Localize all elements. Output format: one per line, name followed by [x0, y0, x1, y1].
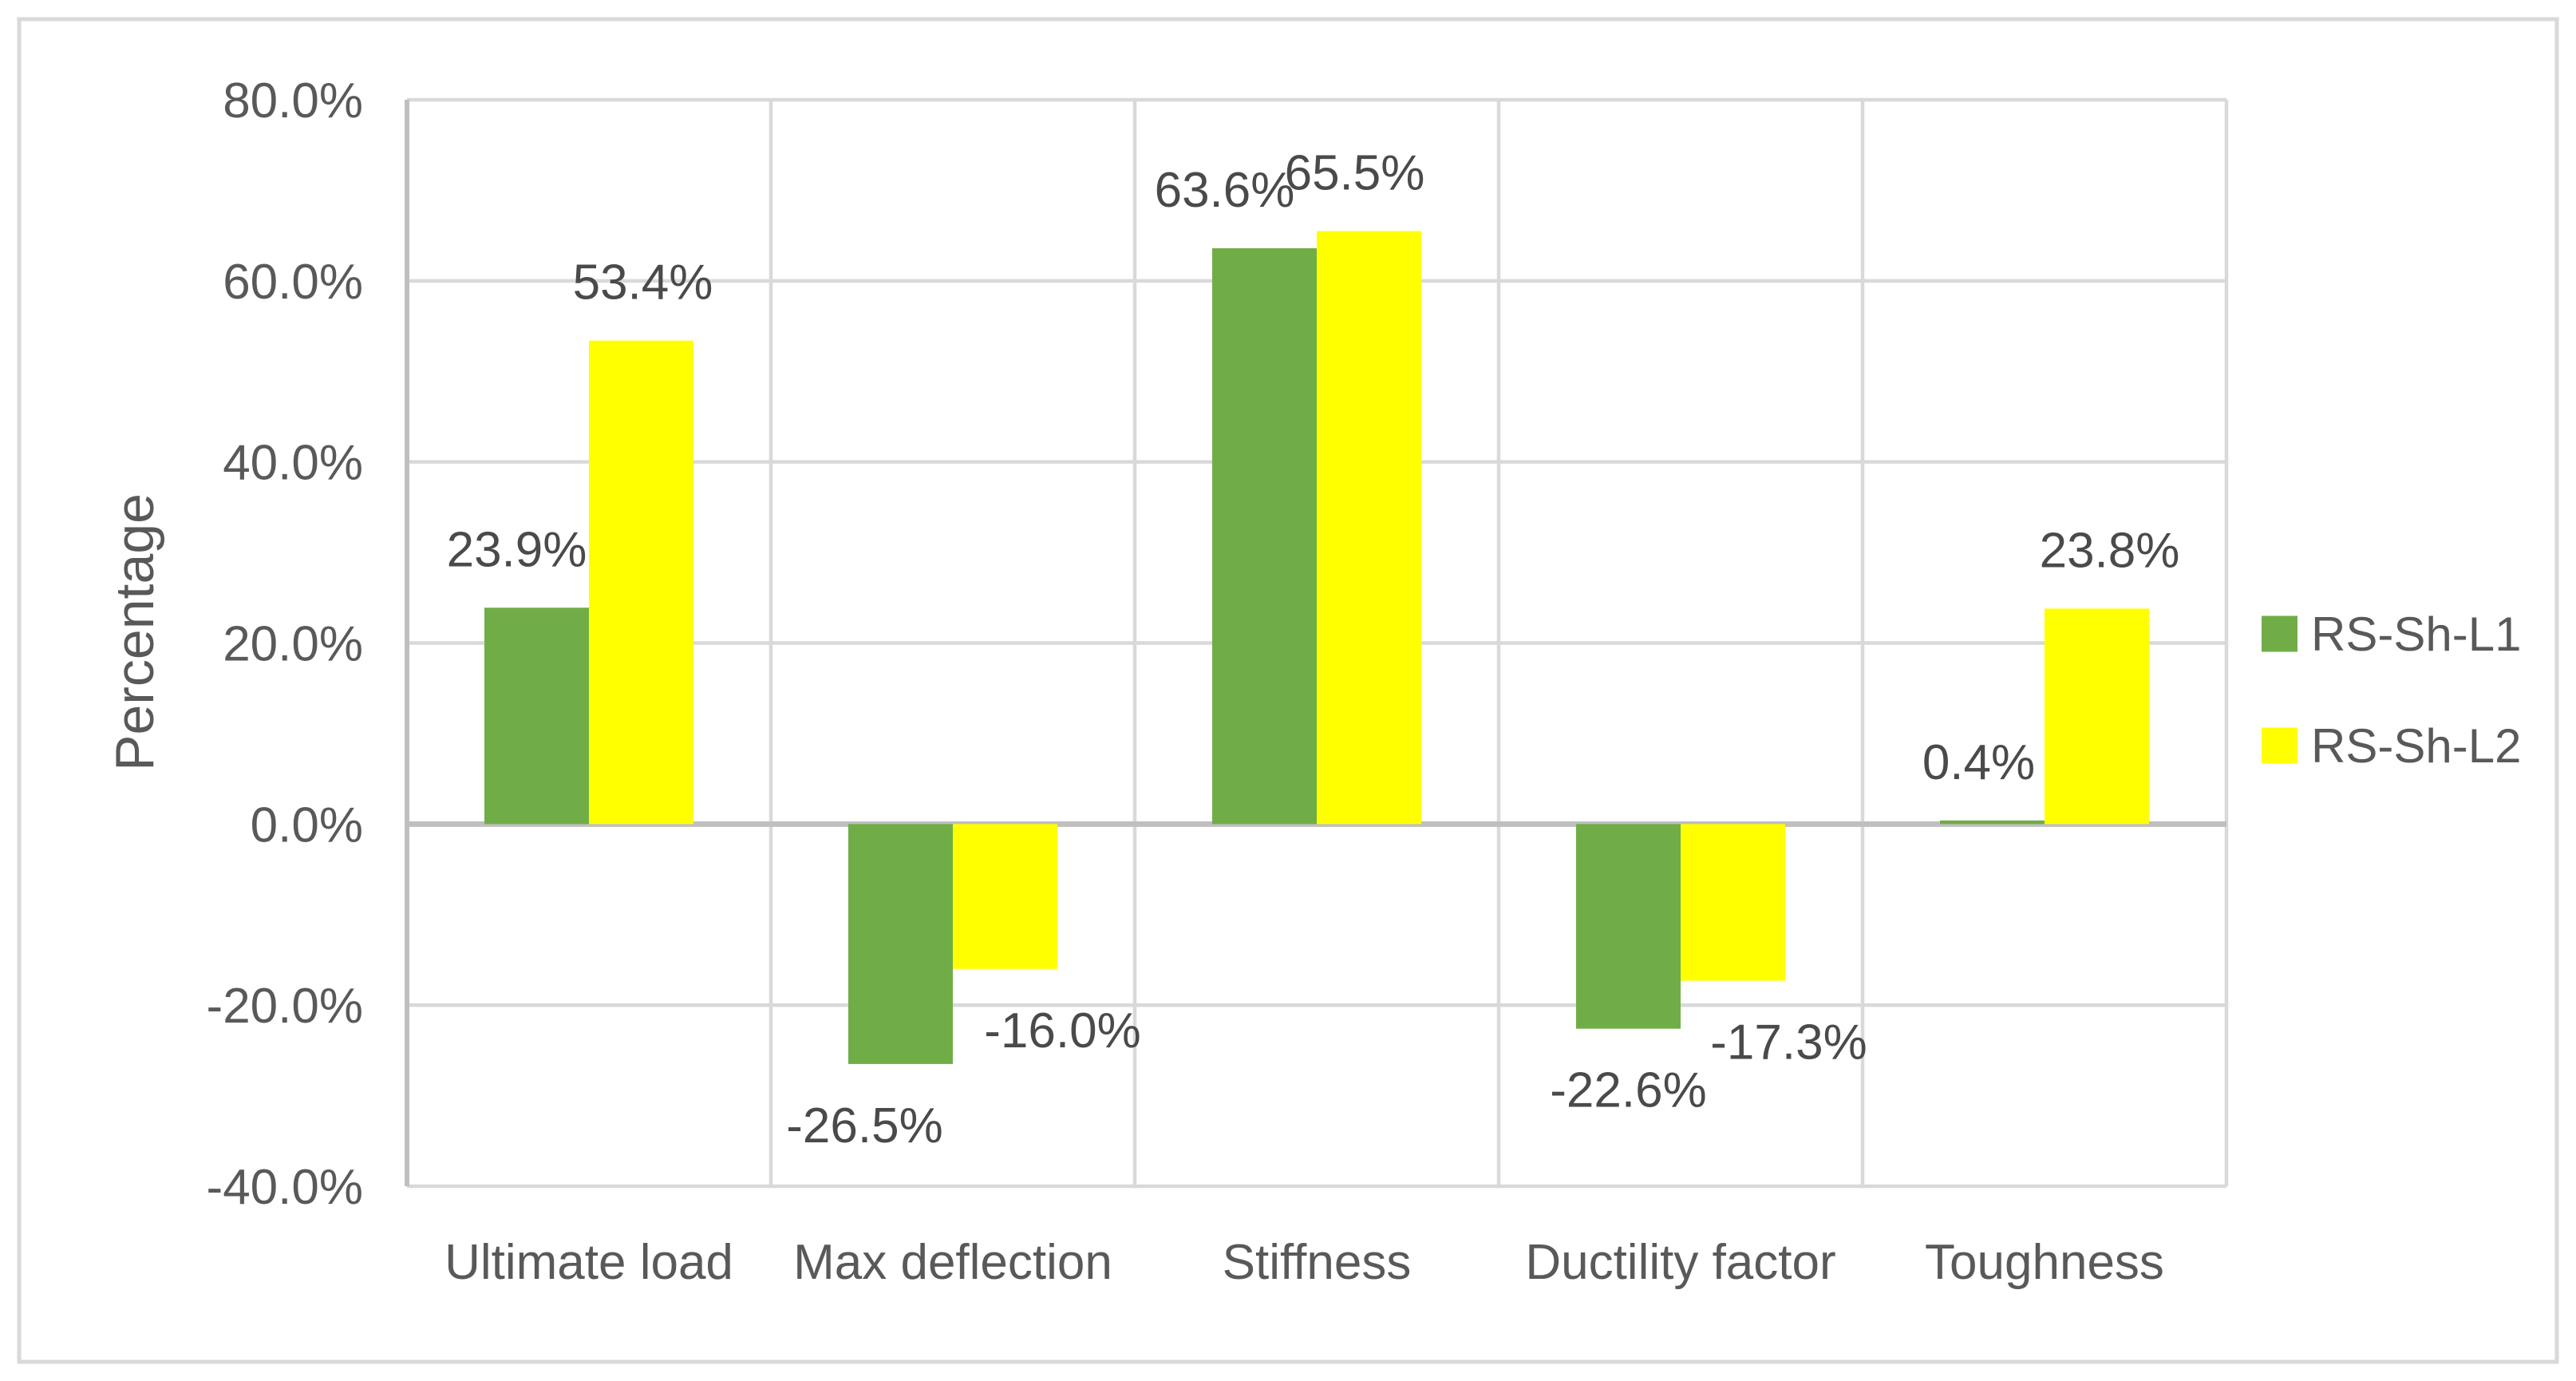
bar-rs-sh-l2-max-deflection [953, 824, 1057, 969]
data-label-rs-sh-l1-toughness: 0.4% [1922, 735, 2035, 790]
y-tick-label: 0.0% [251, 797, 363, 853]
category-label-max-deflection: Max deflection [793, 1235, 1112, 1290]
y-tick-label: 40.0% [223, 436, 363, 491]
data-label-rs-sh-l2-ductility-factor: -17.3% [1710, 1015, 1867, 1070]
y-tick-label: 60.0% [223, 255, 363, 310]
bar-rs-sh-l2-toughness [2045, 608, 2149, 825]
data-label-rs-sh-l1-max-deflection: -26.5% [786, 1098, 942, 1153]
y-axis-title: Percentage [105, 493, 165, 771]
data-label-rs-sh-l2-toughness: 23.8% [2040, 523, 2180, 578]
bar-rs-sh-l1-ductility-factor [1576, 824, 1681, 1029]
bar-rs-sh-l2-ductility-factor [1681, 824, 1785, 981]
bar-rs-sh-l1-max-deflection [848, 824, 953, 1064]
data-label-rs-sh-l1-ductility-factor: -22.6% [1550, 1063, 1706, 1118]
data-label-rs-sh-l1-stiffness: 63.6% [1155, 163, 1295, 218]
bar-rs-sh-l2-ultimate-load [589, 340, 693, 825]
category-label-ultimate-load: Ultimate load [444, 1235, 733, 1290]
y-tick-label: 20.0% [223, 617, 363, 672]
category-label-stiffness: Stiffness [1223, 1235, 1412, 1290]
data-label-rs-sh-l2-max-deflection: -16.0% [984, 1003, 1140, 1059]
legend-swatch-rs-sh-l1 [2262, 615, 2297, 652]
y-tick-label: 80.0% [223, 73, 363, 129]
bar-rs-sh-l1-ultimate-load [484, 607, 589, 825]
data-label-rs-sh-l2-ultimate-load: 53.4% [573, 255, 713, 311]
data-label-rs-sh-l2-stiffness: 65.5% [1285, 145, 1425, 200]
legend-label-rs-sh-l2: RS-Sh-L2 [2311, 719, 2521, 773]
legend-label-rs-sh-l1: RS-Sh-L1 [2311, 607, 2521, 661]
y-tick-label: -40.0% [207, 1160, 363, 1215]
bar-rs-sh-l1-stiffness [1212, 248, 1317, 825]
legend-swatch-rs-sh-l2 [2262, 727, 2297, 764]
data-label-rs-sh-l1-ultimate-load: 23.9% [447, 522, 587, 577]
y-tick-label: -20.0% [207, 979, 363, 1034]
category-label-ductility-factor: Ductility factor [1525, 1235, 1835, 1290]
bar-rs-sh-l1-toughness [1940, 820, 2045, 825]
bar-rs-sh-l2-stiffness [1317, 231, 1421, 825]
category-label-toughness: Toughness [1925, 1235, 2164, 1290]
